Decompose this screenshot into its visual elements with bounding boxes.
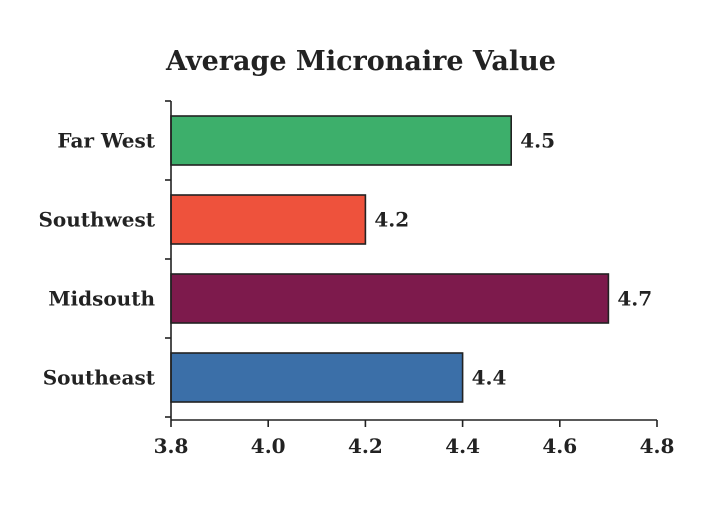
- category-label-southeast: Southeast: [43, 366, 156, 390]
- bar-southeast: [170, 352, 464, 403]
- x-tick-label: 4.4: [445, 434, 480, 458]
- data-label-southwest: 4.2: [374, 208, 409, 232]
- data-label-midsouth: 4.7: [617, 287, 652, 311]
- plot-area: Far West 4.5 Southwest 4.2 Midsouth 4.7 Southe…: [38, 100, 675, 458]
- x-tick-label: 3.8: [154, 434, 189, 458]
- x-tick-label: 4.2: [348, 434, 383, 458]
- x-tick-label: 4.6: [542, 434, 577, 458]
- category-label-far-west: Far West: [57, 129, 155, 153]
- data-label-southeast: 4.4: [472, 366, 507, 390]
- chart-title: Average Micronaire Value: [165, 46, 556, 77]
- category-label-midsouth: Midsouth: [48, 287, 155, 311]
- category-label-southwest: Southwest: [38, 208, 155, 232]
- bar-midsouth: [170, 273, 610, 324]
- bar-southwest: [170, 194, 367, 245]
- bar-far-west: [170, 115, 513, 166]
- x-tick-label: 4.0: [251, 434, 286, 458]
- x-tick-label: 4.8: [640, 434, 675, 458]
- data-label-far-west: 4.5: [520, 129, 555, 153]
